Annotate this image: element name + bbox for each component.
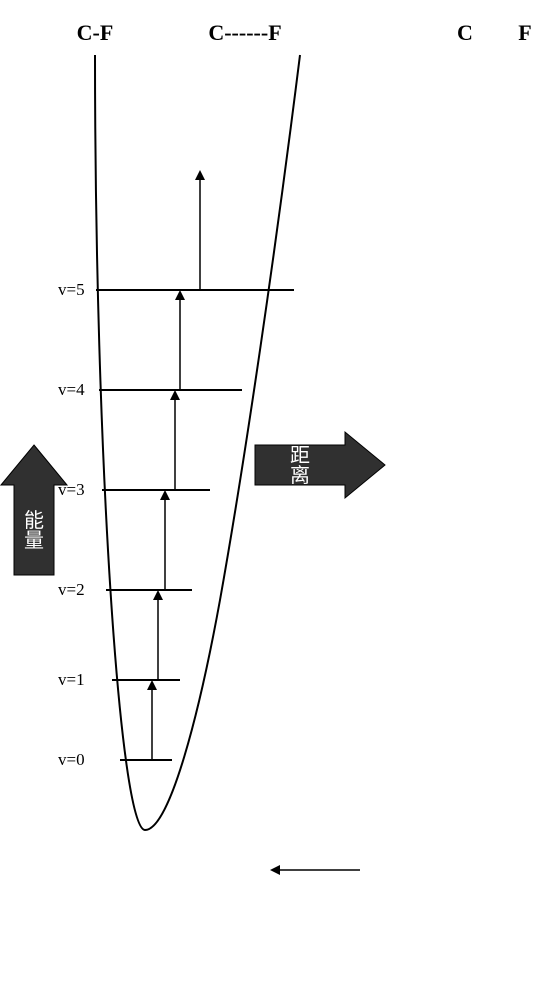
level-label-0: v=5: [58, 280, 85, 299]
level-label-4: v=1: [58, 670, 85, 689]
level-label-3: v=2: [58, 580, 85, 599]
energy-arrow-label-char-0: 能: [24, 509, 44, 532]
top-label-left: C-F: [77, 20, 114, 45]
top-label-middle: C------F: [208, 20, 281, 45]
level-label-1: v=4: [58, 380, 85, 399]
top-label-right1: C: [457, 20, 473, 45]
energy-arrow-label-char-1: 量: [24, 530, 44, 552]
top-label-right2: F: [518, 20, 531, 45]
distance-arrow-label-char-0: 距: [290, 445, 310, 467]
distance-arrow-label-char-1: 离: [290, 464, 310, 487]
level-label-5: v=0: [58, 750, 85, 769]
